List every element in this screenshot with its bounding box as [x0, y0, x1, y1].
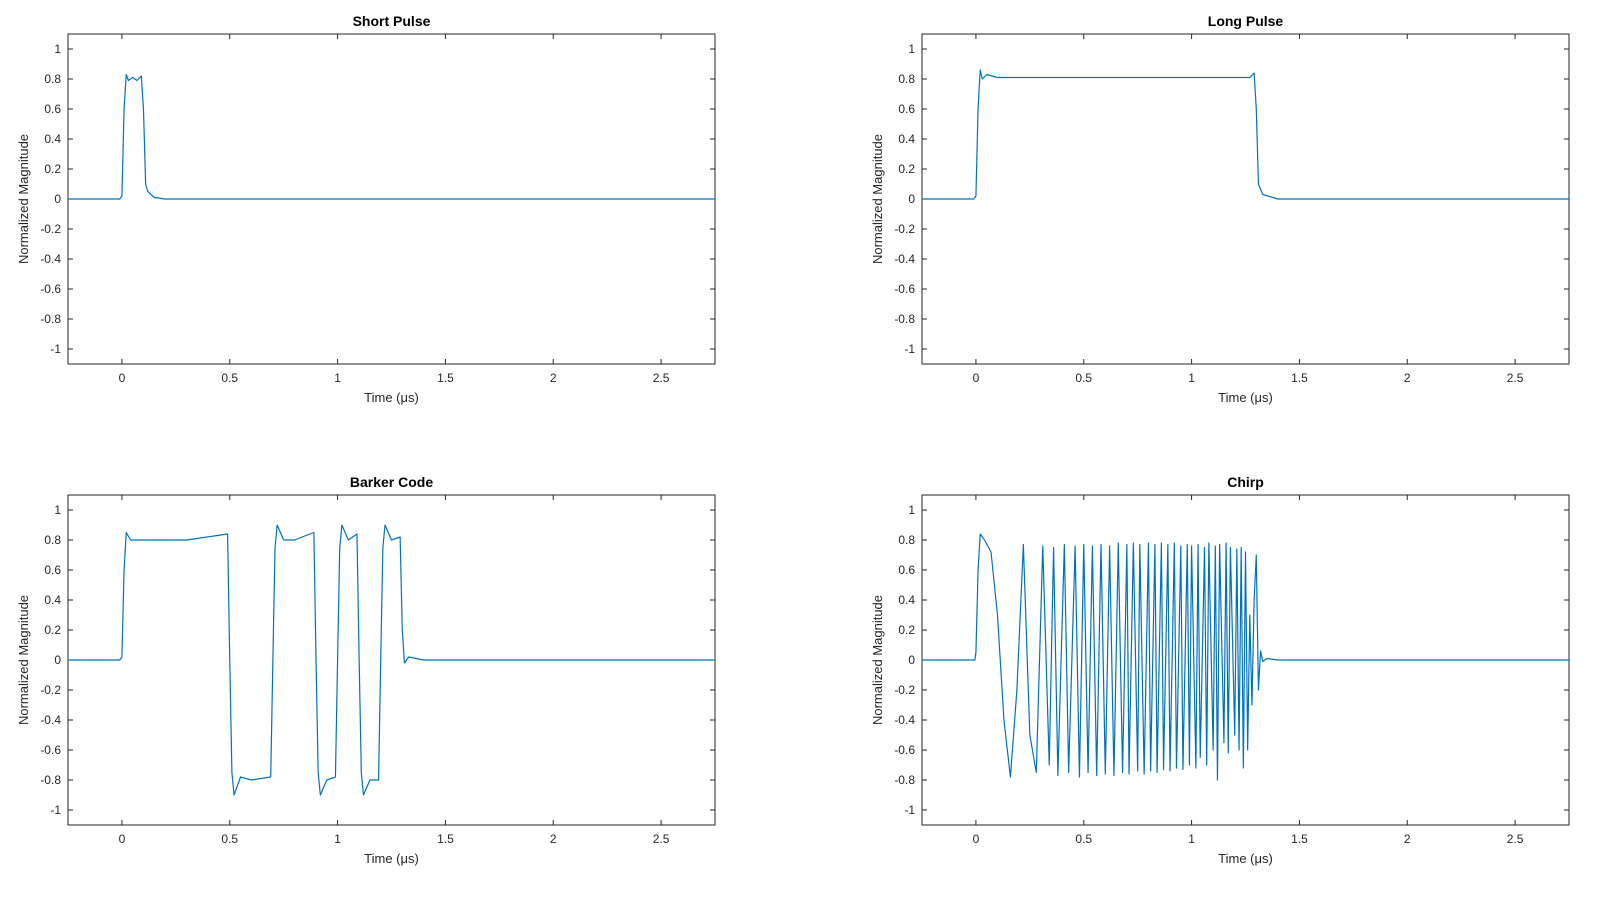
x-tick-label: 2.5 — [653, 832, 670, 846]
y-tick-label: 0.4 — [898, 132, 915, 146]
x-axis-label: Time (μs) — [364, 390, 419, 405]
x-tick-label: 2.5 — [653, 371, 670, 385]
y-tick-label: -0.4 — [40, 252, 61, 266]
y-tick-label: 0.4 — [44, 593, 61, 607]
y-tick-label: -0.4 — [40, 713, 61, 727]
y-tick-label: 0.2 — [898, 162, 915, 176]
x-tick-label: 1 — [1188, 832, 1195, 846]
y-tick-label: -0.8 — [40, 773, 61, 787]
y-tick-label: -0.8 — [894, 773, 915, 787]
y-tick-label: -0.2 — [894, 683, 915, 697]
x-axis-label: Time (μs) — [1218, 851, 1273, 866]
x-tick-label: 2.5 — [1507, 832, 1524, 846]
x-tick-label: 2 — [1404, 371, 1411, 385]
series-line-short-pulse — [68, 73, 715, 200]
x-tick-label: 1 — [1188, 371, 1195, 385]
y-tick-label: 0 — [54, 653, 61, 667]
y-tick-label: -1 — [904, 803, 915, 817]
y-tick-label: 0.2 — [44, 162, 61, 176]
chart-title: Short Pulse — [353, 13, 431, 29]
y-axis-label: Normalized Magnitude — [16, 595, 31, 725]
y-tick-label: -0.2 — [894, 222, 915, 236]
y-tick-label: 1 — [908, 503, 915, 517]
y-tick-label: 0.2 — [898, 623, 915, 637]
x-tick-label: 0.5 — [221, 371, 238, 385]
x-axis-label: Time (μs) — [1218, 390, 1273, 405]
y-tick-label: 0.4 — [44, 132, 61, 146]
x-tick-label: 0 — [973, 371, 980, 385]
x-tick-label: 1.5 — [1291, 832, 1308, 846]
subplot-short-pulse: 0 0.5 1 1.5 2 2.5 1 0.8 0.6 0.4 0.2 0 -0.2 -0.4 -0.6 -0… — [16, 13, 716, 405]
series-line-long-pulse — [922, 69, 1569, 200]
x-tick-label: 0 — [973, 832, 980, 846]
x-tick-label: 2 — [550, 832, 557, 846]
chart-title: Barker Code — [350, 474, 433, 490]
y-tick-label: 0 — [54, 192, 61, 206]
y-tick-label: -0.6 — [40, 743, 61, 757]
y-axis-label: Normalized Magnitude — [870, 134, 885, 264]
subplot-barker-code: 0 0.5 1 1.5 2 2.5 1 0.8 0.6 0.4 0.2 0 -0.2 -0.4 -0.6 -0… — [16, 474, 716, 866]
y-axis-label: Normalized Magnitude — [16, 134, 31, 264]
x-tick-label: 2 — [550, 371, 557, 385]
x-tick-label: 2.5 — [1507, 371, 1524, 385]
y-tick-label: -0.4 — [894, 252, 915, 266]
x-tick-label: 1.5 — [437, 832, 454, 846]
y-tick-label: -0.6 — [40, 282, 61, 296]
y-tick-label: -0.2 — [40, 222, 61, 236]
x-tick-label: 0.5 — [1075, 371, 1092, 385]
y-tick-label: -0.6 — [894, 282, 915, 296]
x-tick-label: 1.5 — [437, 371, 454, 385]
series-line-chirp — [922, 533, 1569, 781]
y-tick-label: 0.2 — [44, 623, 61, 637]
y-tick-label: 0 — [908, 192, 915, 206]
x-tick-label: 0 — [119, 832, 126, 846]
x-tick-label: 2 — [1404, 832, 1411, 846]
y-tick-label: 0.8 — [898, 72, 915, 86]
y-tick-label: -0.4 — [894, 713, 915, 727]
x-tick-label: 0 — [119, 371, 126, 385]
y-tick-label: 0.6 — [44, 563, 61, 577]
x-axis-label: Time (μs) — [364, 851, 419, 866]
y-tick-label: 0.6 — [44, 102, 61, 116]
y-tick-label: -0.8 — [40, 312, 61, 326]
y-tick-label: 0.8 — [898, 533, 915, 547]
y-tick-label: 1 — [908, 42, 915, 56]
y-tick-label: 0.6 — [898, 563, 915, 577]
x-tick-label: 1 — [334, 832, 341, 846]
y-tick-label: 1 — [54, 503, 61, 517]
series-line-barker-code — [68, 524, 715, 796]
x-tick-label: 1 — [334, 371, 341, 385]
y-tick-label: 0.8 — [44, 72, 61, 86]
y-tick-label: -1 — [50, 342, 61, 356]
x-tick-label: 1.5 — [1291, 371, 1308, 385]
chart-title: Long Pulse — [1208, 13, 1284, 29]
y-tick-label: 0.6 — [898, 102, 915, 116]
y-tick-label: -0.2 — [40, 683, 61, 697]
subplot-chirp: 0 0.5 1 1.5 2 2.5 1 0.8 0.6 0.4 0.2 0 -0.2 -0.4 -0.6 -0… — [870, 474, 1570, 866]
x-tick-label: 0.5 — [221, 832, 238, 846]
y-tick-label: -0.6 — [894, 743, 915, 757]
subplot-long-pulse: 0 0.5 1 1.5 2 2.5 1 0.8 0.6 0.4 0.2 0 -0.2 -0.4 -0.6 -0… — [870, 13, 1570, 405]
chart-title: Chirp — [1227, 474, 1264, 490]
y-tick-label: 0 — [908, 653, 915, 667]
y-tick-label: 0.8 — [44, 533, 61, 547]
y-tick-label: -1 — [904, 342, 915, 356]
y-tick-label: 1 — [54, 42, 61, 56]
y-tick-label: 0.4 — [898, 593, 915, 607]
x-tick-label: 0.5 — [1075, 832, 1092, 846]
y-tick-label: -0.8 — [894, 312, 915, 326]
y-tick-label: -1 — [50, 803, 61, 817]
y-axis-label: Normalized Magnitude — [870, 595, 885, 725]
